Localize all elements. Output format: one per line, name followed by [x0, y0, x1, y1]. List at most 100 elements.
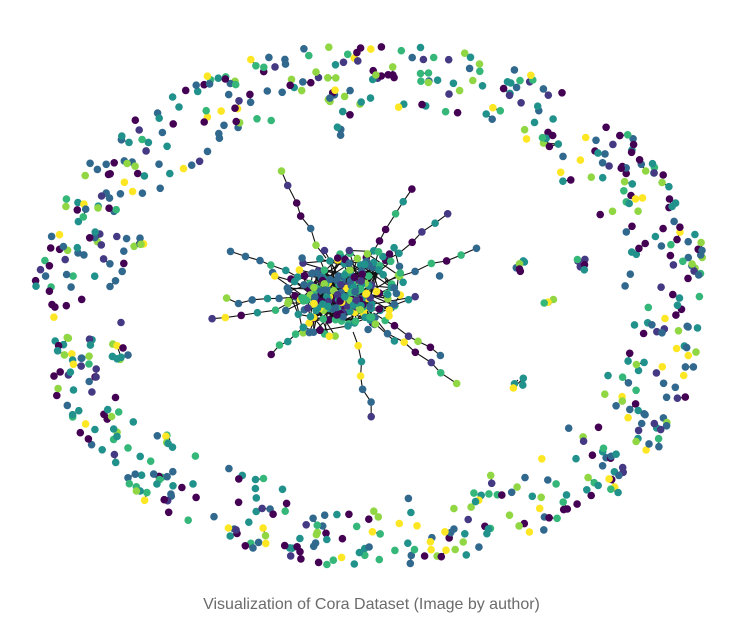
graph-node: [118, 267, 126, 276]
graph-node: [528, 492, 537, 501]
graph-node: [416, 43, 425, 52]
graph-node: [659, 379, 668, 388]
graph-node: [509, 384, 518, 392]
graph-node: [61, 255, 69, 264]
graph-node: [231, 104, 239, 112]
graph-node: [599, 444, 608, 453]
graph-node: [208, 314, 216, 323]
graph-node: [404, 494, 413, 503]
graph-node: [203, 147, 212, 156]
graph-node: [333, 510, 341, 519]
graph-node: [658, 178, 666, 187]
graph-node: [391, 546, 399, 555]
graph-node: [624, 357, 632, 365]
graph-node: [299, 323, 308, 332]
graph-node: [311, 539, 320, 547]
graph-node: [356, 372, 365, 380]
graph-node: [417, 77, 425, 85]
graph-node: [318, 300, 327, 308]
graph-node: [406, 559, 415, 568]
graph-node: [572, 454, 580, 463]
cora-graph-visualization: [31, 43, 706, 569]
graph-node: [331, 332, 340, 340]
graph-node: [556, 168, 565, 177]
graph-node: [559, 152, 567, 161]
graph-node: [179, 164, 188, 173]
graph-node: [616, 131, 624, 140]
graph-node: [361, 260, 369, 269]
graph-node: [390, 300, 399, 309]
graph-node: [166, 169, 174, 178]
graph-node: [489, 103, 497, 112]
graph-node: [284, 337, 292, 346]
graph-node: [297, 555, 305, 563]
graph-node: [540, 299, 548, 307]
graph-node: [624, 379, 633, 387]
graph-node: [436, 369, 445, 377]
graph-node: [390, 321, 399, 330]
graph-node: [545, 514, 553, 522]
graph-node: [671, 383, 680, 392]
graph-node: [559, 505, 568, 514]
graph-node: [153, 480, 161, 488]
graph-node: [296, 212, 305, 220]
graph-node: [631, 195, 640, 203]
graph-node: [217, 107, 225, 115]
graph-node: [413, 522, 421, 530]
graph-node: [634, 426, 643, 435]
graph-node: [576, 156, 585, 164]
graph-node: [624, 413, 632, 422]
graph-node: [132, 487, 141, 495]
graph-node: [312, 241, 320, 249]
graph-node: [103, 405, 112, 414]
graph-node: [629, 135, 637, 143]
graph-node: [54, 384, 62, 393]
graph-node: [451, 545, 460, 554]
graph-node: [391, 210, 400, 218]
graph-node: [294, 310, 303, 319]
graph-node: [615, 471, 623, 480]
graph-node: [140, 172, 149, 180]
graph-node: [573, 255, 582, 264]
graph-node: [486, 471, 495, 480]
graph-node: [200, 118, 208, 126]
graph-node: [670, 217, 678, 226]
graph-node: [325, 316, 333, 324]
graph-node: [68, 350, 76, 358]
graph-node: [368, 528, 377, 536]
graph-node: [167, 490, 175, 498]
graph-node: [282, 266, 290, 275]
graph-node: [97, 241, 106, 249]
graph-node: [113, 341, 121, 350]
graph-node: [137, 240, 145, 249]
graph-node: [309, 328, 318, 337]
graph-node: [634, 366, 643, 375]
graph-node: [442, 257, 451, 265]
graph-node: [665, 182, 673, 191]
graph-node: [69, 360, 78, 369]
graph-node: [232, 117, 240, 126]
graph-node: [138, 189, 147, 197]
graph-node: [232, 526, 240, 534]
graph-node: [210, 512, 218, 521]
graph-node: [375, 555, 384, 564]
graph-node: [645, 440, 653, 448]
graph-node: [499, 84, 508, 93]
graph-node: [353, 254, 362, 263]
graph-node: [267, 116, 276, 125]
graph-node: [351, 317, 360, 326]
graph-node: [388, 63, 397, 71]
nodes: [31, 43, 706, 569]
graph-node: [136, 234, 144, 242]
graph-node: [191, 452, 200, 460]
graph-node: [283, 181, 292, 190]
graph-node: [411, 292, 420, 301]
graph-node: [442, 546, 450, 554]
graph-node: [450, 504, 458, 513]
graph-node: [105, 204, 113, 212]
graph-node: [679, 257, 687, 266]
graph-node: [612, 450, 620, 459]
graph-node: [271, 63, 279, 71]
graph-node: [324, 74, 332, 82]
graph-node: [385, 250, 394, 258]
